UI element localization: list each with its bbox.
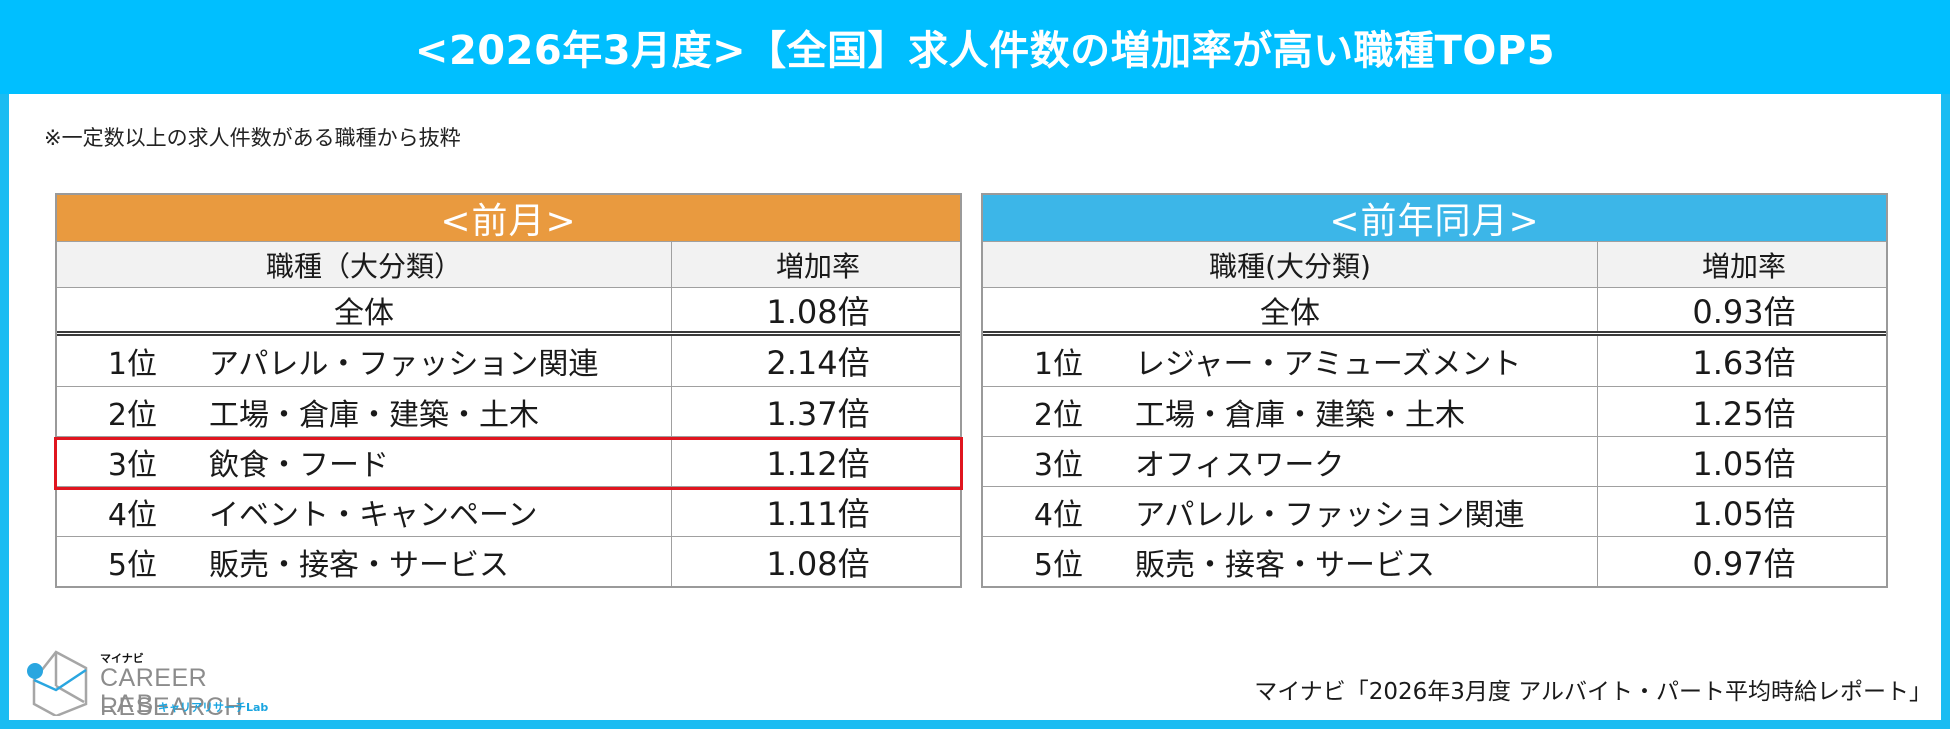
- title-band: <2026年3月度>【全国】求人件数の増加率が高い職種TOP5: [0, 0, 1950, 94]
- rank-label: 4位: [107, 497, 157, 533]
- occupation-label: 販売・接客・サービス: [209, 547, 509, 583]
- career-research-lab-cube-icon: [27, 650, 88, 716]
- table-row: 4位 アパレル・ファッション関連 1.05倍: [983, 486, 1886, 536]
- rate-value: 1.25倍: [1692, 394, 1796, 433]
- rate-value: 1.05倍: [1692, 494, 1796, 533]
- occupation-label: 販売・接客・サービス: [1135, 547, 1435, 583]
- page-title: <2026年3月度>【全国】求人件数の増加率が高い職種TOP5: [414, 28, 1556, 74]
- column-header-rate: 増加率: [775, 249, 860, 283]
- table-row: 3位 飲食・フード 1.12倍: [57, 436, 960, 486]
- rate-value: 1.12倍: [766, 444, 870, 483]
- overall-label: 全体: [983, 288, 1598, 331]
- column-header-row: 職種(大分類) 増加率: [983, 241, 1886, 287]
- overall-value: 0.93倍: [1692, 292, 1796, 331]
- rank-label: 1位: [107, 347, 157, 382]
- rate-value: 2.14倍: [766, 344, 870, 382]
- rank-label: 1位: [1033, 347, 1083, 382]
- overall-value: 1.08倍: [766, 292, 870, 331]
- table-row: 5位 販売・接客・サービス 1.08倍: [57, 536, 960, 586]
- rate-value: 1.37倍: [766, 394, 870, 433]
- occupation-label: アパレル・ファッション関連: [209, 347, 599, 382]
- brand-kana-label: キャリアリサーチLab: [158, 701, 269, 714]
- rank-label: 3位: [1033, 447, 1083, 483]
- occupation-label: オフィスワーク: [1135, 447, 1345, 483]
- overall-row: 全体 1.08倍: [57, 287, 960, 336]
- occupation-label: イベント・キャンペーン: [209, 497, 538, 533]
- footnote-note: ※一定数以上の求人件数がある職種から抜粋: [44, 126, 461, 150]
- occupation-label: 工場・倉庫・建築・土木: [1135, 397, 1465, 433]
- brand-mynavi-label: マイナビ: [100, 652, 144, 665]
- rate-value: 1.08倍: [766, 544, 870, 583]
- table-row: 2位 工場・倉庫・建築・土木 1.37倍: [57, 386, 960, 436]
- rate-value: 1.63倍: [1692, 344, 1796, 382]
- table-row: 1位 アパレル・ファッション関連 2.14倍: [57, 336, 960, 386]
- occupation-label: 飲食・フード: [209, 447, 389, 483]
- rate-value: 1.05倍: [1692, 444, 1796, 483]
- previous-year-table: <前年同月> 職種(大分類) 増加率 全体 0.93倍 1位 レジャー・アミューズ…: [981, 193, 1888, 588]
- column-header-rate: 増加率: [1701, 249, 1786, 283]
- rank-label: 2位: [1033, 397, 1083, 433]
- table-section-header: <前年同月>: [983, 195, 1886, 242]
- occupation-label: レジャー・アミューズメント: [1135, 347, 1522, 382]
- rank-label: 4位: [1033, 497, 1083, 533]
- column-header-row: 職種（大分類） 増加率: [57, 241, 960, 287]
- occupation-label: 工場・倉庫・建築・土木: [209, 397, 539, 433]
- table-row: 2位 工場・倉庫・建築・土木 1.25倍: [983, 386, 1886, 436]
- rank-label: 5位: [1033, 547, 1083, 583]
- rank-label: 3位: [107, 447, 157, 483]
- rank-label: 5位: [107, 547, 157, 583]
- rate-value: 1.11倍: [766, 494, 870, 533]
- overall-label: 全体: [57, 288, 672, 331]
- overall-row: 全体 0.93倍: [983, 287, 1886, 336]
- rank-label: 2位: [107, 397, 157, 433]
- source-citation: マイナビ「2026年3月度 アルバイト・パート平均時給レポート」: [1254, 679, 1932, 705]
- table-row: 4位 イベント・キャンペーン 1.11倍: [57, 486, 960, 536]
- column-header-occupation: 職種(大分類): [983, 242, 1598, 287]
- previous-month-table: <前月> 職種（大分類） 増加率 全体 1.08倍 1位 アパレル・ファッション関…: [55, 193, 962, 588]
- rate-value: 0.97倍: [1692, 544, 1796, 583]
- career-research-lab-logo: マイナビ CAREER RESEARCH LAB キャリアリサーチLab: [26, 646, 326, 721]
- occupation-label: アパレル・ファッション関連: [1135, 497, 1525, 533]
- column-header-occupation: 職種（大分類）: [57, 242, 672, 287]
- table-row: 3位 オフィスワーク 1.05倍: [983, 436, 1886, 486]
- table-row: 5位 販売・接客・サービス 0.97倍: [983, 536, 1886, 586]
- table-section-header: <前月>: [57, 195, 960, 242]
- brand-lab-label: LAB: [100, 690, 157, 718]
- table-row: 1位 レジャー・アミューズメント 1.63倍: [983, 336, 1886, 386]
- brand-career-research-label: CAREER RESEARCH: [100, 664, 243, 721]
